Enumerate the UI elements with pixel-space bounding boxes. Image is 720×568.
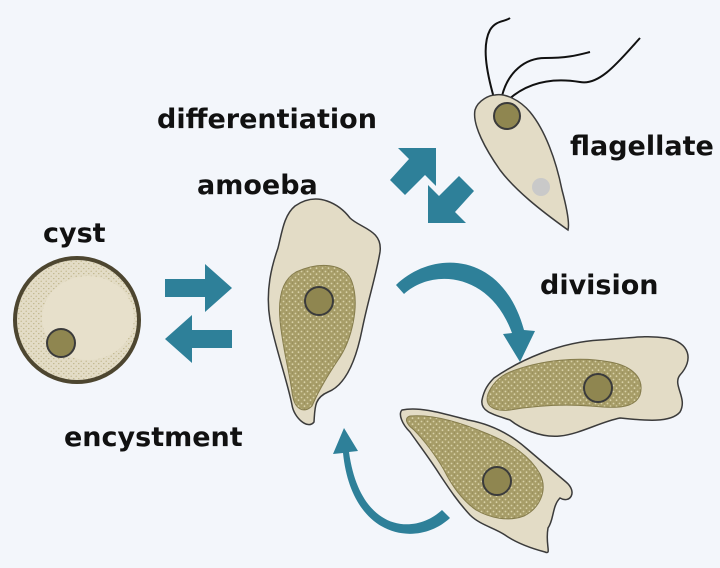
label-division: division — [540, 270, 659, 301]
division-arrow — [396, 262, 535, 362]
flagellum-1 — [484, 17, 511, 99]
dedifferentiation-arrow — [428, 176, 474, 223]
flagellum-2 — [501, 51, 591, 97]
label-encystment: encystment — [64, 422, 243, 453]
amoeba-cell — [267, 198, 381, 426]
excystment-arrow — [165, 264, 232, 312]
cyst-cell — [13, 256, 141, 384]
cyst-nucleus — [46, 328, 76, 358]
contractile-vacuole — [532, 178, 550, 196]
label-cyst: cyst — [43, 218, 106, 249]
encystment-arrow — [165, 315, 232, 363]
daughter-2-cytoplasm — [406, 415, 544, 520]
flagellum-3 — [507, 37, 641, 101]
daughter-1-cytoplasm — [486, 358, 642, 411]
return-arrow — [333, 428, 450, 534]
amoeba-nucleus — [304, 286, 334, 316]
daughter-amoeba-1 — [481, 335, 689, 437]
differentiation-arrow — [390, 148, 436, 195]
daughter-amoeba-2 — [399, 408, 573, 554]
daughter-2-nucleus — [482, 466, 512, 496]
daughter-1-nucleus — [583, 373, 613, 403]
label-amoeba: amoeba — [197, 170, 318, 201]
flagellate-cell — [473, 17, 641, 232]
flagellate-nucleus — [493, 102, 521, 130]
label-flagellate: flagellate — [570, 131, 714, 162]
amoeba-cytoplasm — [279, 264, 356, 411]
label-differentiation: differentiation — [157, 104, 377, 135]
